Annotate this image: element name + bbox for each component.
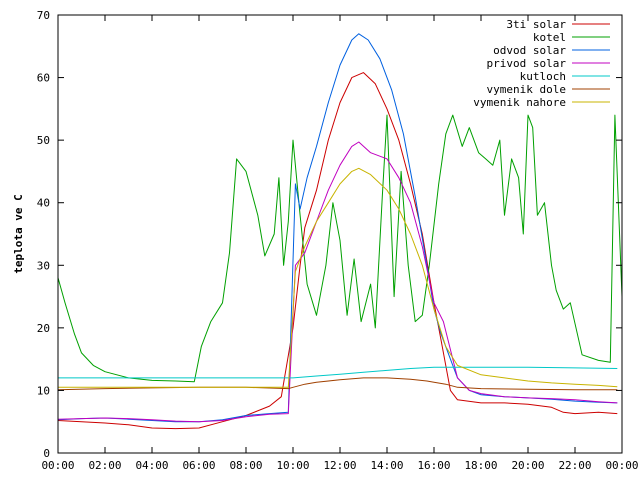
x-tick-label: 00:00 [605, 459, 638, 472]
x-tick-label: 18:00 [464, 459, 497, 472]
legend-label: kutloch [520, 70, 566, 83]
legend-label: vymenik dole [487, 83, 566, 96]
y-tick-label: 60 [37, 72, 50, 85]
y-tick-label: 40 [37, 197, 50, 210]
y-tick-label: 70 [37, 9, 50, 22]
x-tick-label: 20:00 [511, 459, 544, 472]
legend-label: 3ti solar [506, 18, 566, 31]
y-axis-label: teplota ve C [12, 194, 25, 273]
x-tick-label: 00:00 [41, 459, 74, 472]
series-line-privod-solar [57, 141, 618, 423]
x-tick-label: 16:00 [417, 459, 450, 472]
y-axis: 0 10 20 30 40 50 60 70 [37, 9, 622, 460]
y-tick-label: 50 [37, 134, 50, 147]
y-tick-label: 10 [37, 384, 50, 397]
x-tick-label: 04:00 [135, 459, 168, 472]
y-tick-label: 20 [37, 322, 50, 335]
x-tick-label: 10:00 [276, 459, 309, 472]
x-tick-label: 14:00 [370, 459, 403, 472]
x-tick-label: 02:00 [88, 459, 121, 472]
legend-label: vymenik nahore [473, 96, 566, 109]
x-tick-label: 08:00 [229, 459, 262, 472]
series-line-kutloch [58, 366, 618, 379]
x-tick-label: 06:00 [182, 459, 215, 472]
series-line-kotel [57, 114, 623, 383]
y-tick-label: 30 [37, 259, 50, 272]
series-line-vymenik-nahore [58, 167, 618, 388]
legend-label: kotel [533, 31, 566, 44]
series-lines [57, 33, 623, 430]
legend-label: privod solar [487, 57, 567, 70]
x-axis: 00:00 02:00 04:00 06:00 08:00 10:00 12:00 14:00… [41, 15, 639, 472]
series-line-3ti-solar [57, 72, 618, 430]
y-tick-label: 0 [43, 447, 50, 460]
x-tick-label: 22:00 [558, 459, 591, 472]
x-tick-label: 12:00 [323, 459, 356, 472]
legend-label: odvod solar [493, 44, 566, 57]
